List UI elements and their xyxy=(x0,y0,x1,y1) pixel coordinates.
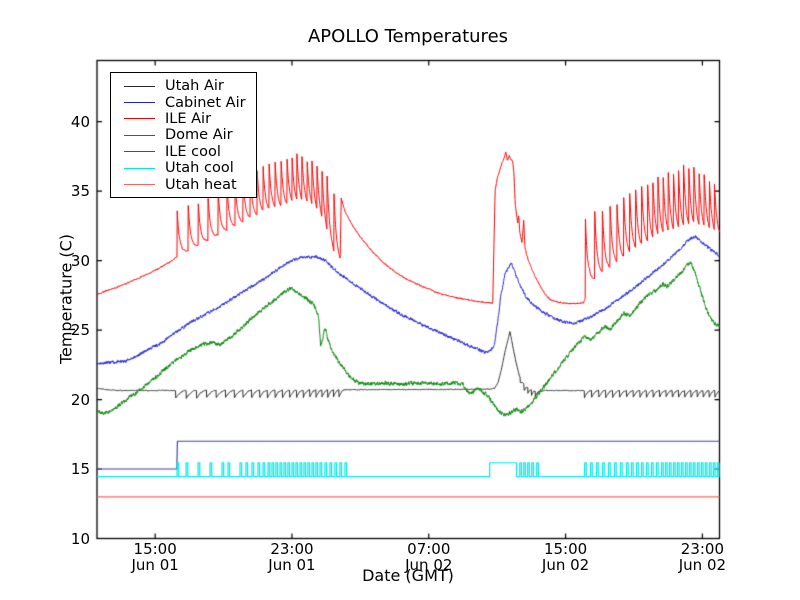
x-tick-label: 23:00 Jun 02 xyxy=(678,540,727,574)
legend-line-swatch xyxy=(124,118,155,120)
legend-entry: Utah cool xyxy=(124,160,246,176)
chart-title: APOLLO Temperatures xyxy=(307,26,509,47)
legend-line-swatch xyxy=(124,102,155,104)
y-tick-label: 30 xyxy=(70,251,90,270)
legend-entry: Cabinet Air xyxy=(124,94,246,111)
y-tick-label: 10 xyxy=(70,529,90,548)
legend-line-swatch xyxy=(124,184,155,186)
y-tick-label: 15 xyxy=(70,460,90,479)
legend-label: ILE Air xyxy=(165,110,212,127)
legend-label: Utah Air xyxy=(165,78,224,95)
legend-line-swatch xyxy=(124,151,155,153)
legend-label: Dome Air xyxy=(165,127,233,144)
legend-label: Utah heat xyxy=(165,176,237,193)
x-tick-label: 15:00 Jun 01 xyxy=(131,540,179,574)
legend-label: Utah cool xyxy=(165,160,234,177)
legend-entry: Utah Air xyxy=(124,78,246,94)
legend-entry: ILE cool xyxy=(124,144,246,160)
legend-entry: Utah heat xyxy=(124,176,246,193)
y-tick-label: 25 xyxy=(70,321,90,340)
legend-entry: Dome Air xyxy=(124,127,246,143)
legend-line-swatch xyxy=(124,134,155,136)
y-tick-label: 40 xyxy=(70,112,90,131)
x-tick-label: 07:00 Jun 02 xyxy=(405,540,453,574)
x-tick-label: 23:00 Jun 01 xyxy=(268,540,316,574)
legend-line-swatch xyxy=(124,167,155,169)
x-tick-label: 15:00 Jun 02 xyxy=(541,540,590,574)
y-tick-label: 20 xyxy=(70,390,90,409)
x-axis-label: Date (GMT) xyxy=(362,566,454,585)
y-tick-label: 35 xyxy=(70,182,90,201)
legend-entry: ILE Air xyxy=(124,111,246,127)
legend-label: Cabinet Air xyxy=(165,94,246,111)
legend-line-swatch xyxy=(124,85,155,87)
chart-legend: Utah Air Cabinet Air ILE Air Dome Air ILE co… xyxy=(110,72,257,198)
legend-label: ILE cool xyxy=(165,143,221,160)
